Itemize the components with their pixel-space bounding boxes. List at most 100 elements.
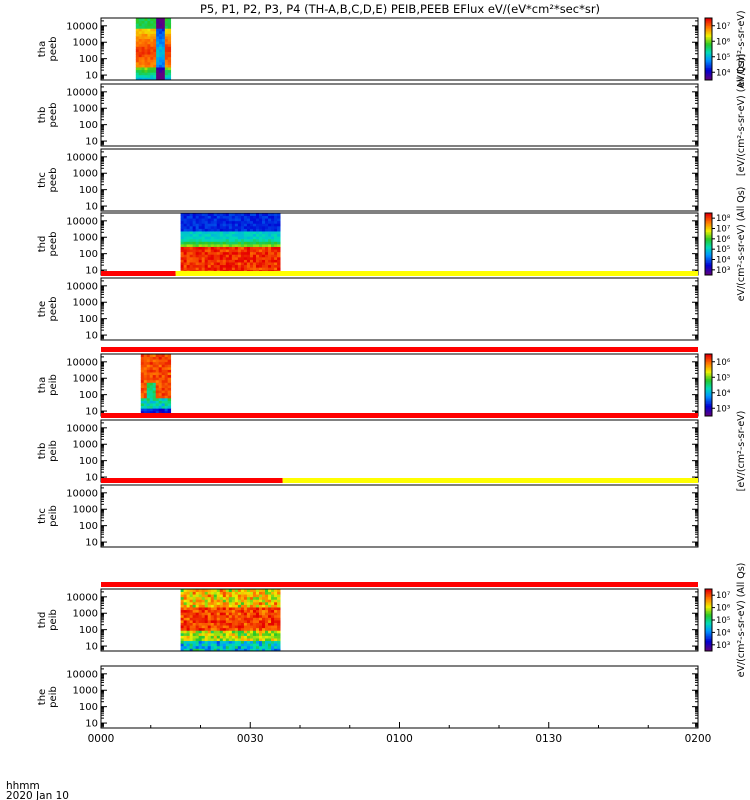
- spectrogram-cell: [258, 589, 263, 592]
- spectrogram-cell: [219, 625, 224, 629]
- spectrogram-cell: [265, 228, 269, 232]
- spectrogram-cell: [225, 609, 230, 613]
- spectrogram-cell: [204, 612, 209, 616]
- spectrogram-cell: [225, 632, 230, 636]
- spectrogram-cell: [159, 67, 163, 71]
- spectrogram-cell: [201, 612, 206, 616]
- colorbar-cell: [705, 646, 712, 649]
- spectrogram-cell: [255, 622, 260, 626]
- spectrogram-cell: [243, 607, 248, 611]
- spectrogram-cell: [219, 228, 224, 232]
- spectrogram-cell: [183, 627, 188, 631]
- spectrogram-cell: [219, 622, 224, 626]
- spectrogram-cell: [150, 72, 154, 76]
- spectrogram-cell: [228, 640, 233, 644]
- colorbar-cell: [705, 592, 712, 594]
- spectrogram-cell: [274, 620, 278, 623]
- spectrogram-cell: [222, 640, 227, 644]
- colorbar-cell: [705, 627, 712, 630]
- spectrogram-cell: [155, 361, 160, 365]
- spectrogram-cell: [198, 233, 203, 237]
- spectrogram-cell: [158, 392, 163, 396]
- spectrogram-cell: [210, 622, 215, 626]
- spectrogram-cell: [140, 364, 145, 368]
- spectrogram-cell: [231, 264, 236, 268]
- colorbar-tick-label: 10⁴: [716, 68, 731, 78]
- spectrogram-cell: [147, 36, 151, 40]
- spectrogram-cell: [216, 228, 221, 232]
- y-tick-label: 10: [85, 331, 98, 342]
- panel-ylabel: thapeib: [37, 374, 59, 396]
- spectrogram-cell: [271, 262, 275, 266]
- spectrogram-cell: [189, 267, 194, 271]
- spectrogram-cell: [216, 640, 221, 644]
- spectrogram-cell: [138, 72, 143, 76]
- spectrogram-cell: [262, 262, 266, 266]
- colorbar-cell: [705, 50, 712, 53]
- spectrogram-cell: [268, 609, 272, 613]
- spectrogram-cell: [277, 251, 281, 255]
- species-label: peib: [48, 440, 59, 462]
- colorbar-cell: [705, 257, 712, 260]
- spectrogram-cell: [249, 218, 254, 222]
- spectrogram-cell: [186, 640, 191, 644]
- spectrogram-cell: [258, 259, 263, 263]
- spectrogram-cell: [277, 638, 281, 642]
- spectrogram-cell: [189, 254, 194, 258]
- spectrogram-cell: [140, 390, 145, 394]
- spectrogram-cell: [147, 59, 151, 63]
- spectrogram-cell: [210, 264, 215, 268]
- spectrogram-cell: [210, 638, 215, 642]
- colorbar-cell: [705, 363, 712, 366]
- probe-label: the: [37, 689, 48, 705]
- spectrogram-cell: [271, 215, 275, 219]
- spectrogram-cell: [201, 596, 206, 600]
- spectrogram-cell: [271, 220, 275, 224]
- spectrogram-cell: [180, 632, 185, 636]
- spectrogram-cell: [189, 594, 194, 598]
- spectrogram-cell: [189, 264, 194, 268]
- spectrogram-cell: [204, 630, 209, 634]
- spectrogram-cell: [265, 599, 269, 603]
- spectrogram-cell: [225, 228, 230, 232]
- spectrogram-cell: [198, 241, 203, 245]
- spectrogram-cell: [192, 640, 197, 644]
- spectrogram-cell: [183, 238, 188, 242]
- spectrogram-cell: [204, 215, 209, 219]
- spectrogram-cell: [213, 225, 218, 229]
- spectrogram-cell: [262, 215, 266, 219]
- spectrogram-cell: [167, 69, 172, 73]
- colorbar-cell: [705, 244, 712, 246]
- spectrogram-cell: [252, 218, 257, 222]
- spectrogram-cell: [201, 630, 206, 634]
- spectrogram-cell: [216, 589, 221, 592]
- spectrogram-cell: [140, 387, 145, 391]
- spectrogram-cell: [268, 236, 272, 240]
- spectrogram-cell: [243, 635, 248, 639]
- spectrogram-cell: [255, 246, 260, 250]
- y-tick-label: 1000: [73, 233, 98, 244]
- spectrogram-cell: [195, 643, 200, 647]
- spectrogram-cell: [143, 364, 148, 368]
- spectrogram-cell: [243, 609, 248, 613]
- spectrogram-cell: [277, 256, 281, 260]
- spectrogram-cell: [255, 231, 260, 235]
- spectrogram-cell: [183, 630, 188, 634]
- spectrogram-cell: [216, 599, 221, 603]
- spectrogram-cell: [167, 364, 172, 368]
- spectrogram-cell: [167, 33, 172, 37]
- spectrogram-cell: [255, 225, 260, 229]
- spectrogram-cell: [159, 41, 163, 45]
- spectrogram-cell: [262, 264, 266, 268]
- spectrogram-cell: [159, 72, 163, 76]
- spectrogram-cell: [231, 231, 236, 235]
- spectrogram-cell: [192, 635, 197, 639]
- spectrogram-cell: [144, 56, 148, 60]
- panel-frame: [100, 353, 699, 417]
- spectrogram-cell: [222, 648, 227, 652]
- colorbar-cell: [705, 69, 712, 71]
- spectrogram-cell: [216, 249, 221, 253]
- spectrogram-cell: [143, 369, 148, 373]
